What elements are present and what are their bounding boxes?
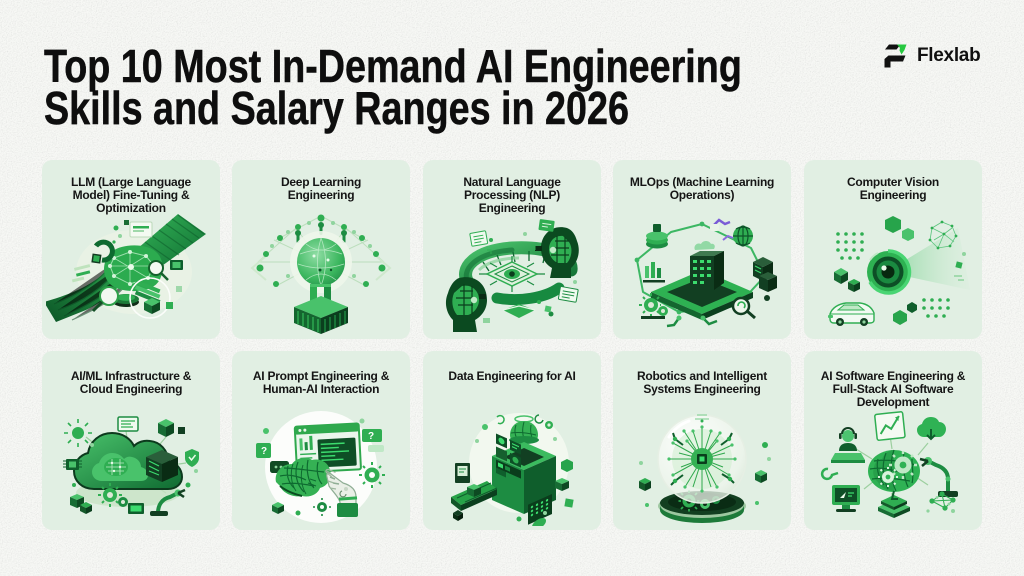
svg-text:?: ?	[261, 446, 267, 457]
svg-text:?: ?	[368, 431, 374, 442]
